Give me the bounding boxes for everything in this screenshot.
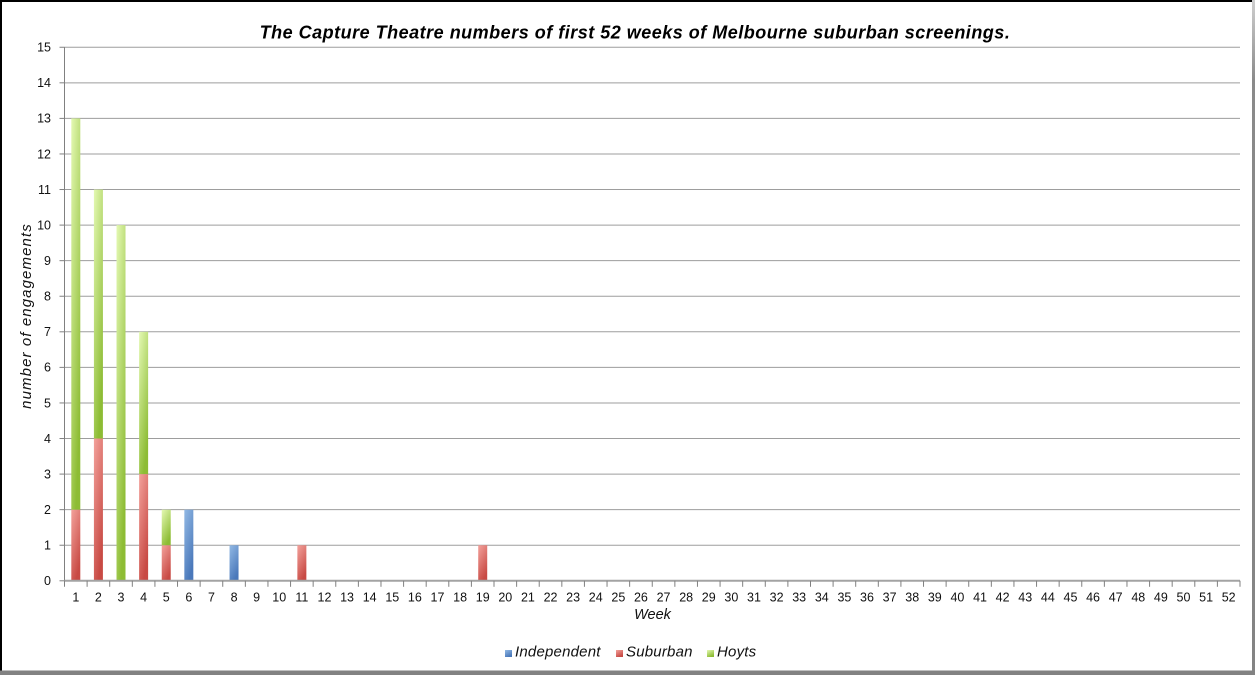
svg-text:4: 4: [44, 432, 51, 446]
svg-text:2: 2: [95, 591, 102, 605]
svg-text:9: 9: [44, 254, 51, 268]
svg-text:6: 6: [185, 591, 192, 605]
svg-text:47: 47: [1109, 591, 1123, 605]
svg-text:46: 46: [1086, 591, 1100, 605]
svg-text:10: 10: [37, 218, 51, 232]
svg-text:1: 1: [72, 591, 79, 605]
svg-text:15: 15: [37, 41, 51, 55]
svg-text:43: 43: [1018, 591, 1032, 605]
svg-text:31: 31: [747, 591, 761, 605]
svg-text:35: 35: [837, 591, 851, 605]
svg-text:28: 28: [679, 591, 693, 605]
svg-text:6: 6: [44, 361, 51, 375]
svg-text:1: 1: [44, 539, 51, 553]
svg-text:37: 37: [883, 591, 897, 605]
svg-text:49: 49: [1154, 591, 1168, 605]
svg-text:The Capture Theatre numbers of: The Capture Theatre numbers of first 52 …: [260, 22, 1011, 42]
svg-text:4: 4: [140, 591, 147, 605]
svg-text:42: 42: [996, 591, 1010, 605]
svg-text:34: 34: [815, 591, 829, 605]
svg-text:21: 21: [521, 591, 535, 605]
svg-text:51: 51: [1199, 591, 1213, 605]
svg-text:5: 5: [44, 396, 51, 410]
svg-text:11: 11: [38, 183, 51, 197]
svg-text:10: 10: [272, 591, 286, 605]
svg-text:52: 52: [1222, 591, 1236, 605]
svg-text:30: 30: [724, 591, 738, 605]
svg-text:39: 39: [928, 591, 942, 605]
svg-text:15: 15: [385, 591, 399, 605]
svg-text:27: 27: [657, 591, 671, 605]
svg-text:17: 17: [431, 591, 445, 605]
svg-text:45: 45: [1064, 591, 1078, 605]
svg-text:7: 7: [44, 325, 51, 339]
svg-text:7: 7: [208, 591, 215, 605]
svg-text:16: 16: [408, 591, 422, 605]
svg-text:12: 12: [37, 147, 51, 161]
svg-text:50: 50: [1177, 591, 1191, 605]
svg-text:13: 13: [340, 591, 354, 605]
svg-text:22: 22: [544, 591, 558, 605]
svg-text:41: 41: [973, 591, 987, 605]
svg-text:9: 9: [253, 591, 260, 605]
svg-text:44: 44: [1041, 591, 1055, 605]
svg-text:11: 11: [295, 591, 308, 605]
svg-text:14: 14: [363, 591, 377, 605]
svg-text:36: 36: [860, 591, 874, 605]
svg-text:14: 14: [37, 76, 51, 90]
svg-text:38: 38: [905, 591, 919, 605]
svg-text:26: 26: [634, 591, 648, 605]
svg-text:2: 2: [44, 503, 51, 517]
svg-text:40: 40: [950, 591, 964, 605]
svg-text:8: 8: [44, 290, 51, 304]
svg-text:5: 5: [163, 591, 170, 605]
svg-text:48: 48: [1131, 591, 1145, 605]
svg-text:number of engagements: number of engagements: [18, 223, 35, 409]
svg-text:3: 3: [118, 591, 125, 605]
svg-text:18: 18: [453, 591, 467, 605]
svg-text:29: 29: [702, 591, 716, 605]
svg-text:19: 19: [476, 591, 490, 605]
svg-text:32: 32: [770, 591, 784, 605]
svg-text:33: 33: [792, 591, 806, 605]
svg-text:Hoyts: Hoyts: [717, 644, 757, 661]
svg-text:12: 12: [318, 591, 332, 605]
svg-text:24: 24: [589, 591, 603, 605]
svg-text:23: 23: [566, 591, 580, 605]
svg-text:Week: Week: [634, 607, 672, 623]
svg-text:3: 3: [44, 467, 51, 481]
svg-text:8: 8: [231, 591, 238, 605]
svg-text:20: 20: [498, 591, 512, 605]
svg-text:Independent: Independent: [515, 644, 601, 661]
svg-text:0: 0: [44, 574, 51, 588]
svg-text:13: 13: [37, 112, 51, 126]
svg-text:25: 25: [611, 591, 625, 605]
svg-text:Suburban: Suburban: [626, 644, 693, 661]
